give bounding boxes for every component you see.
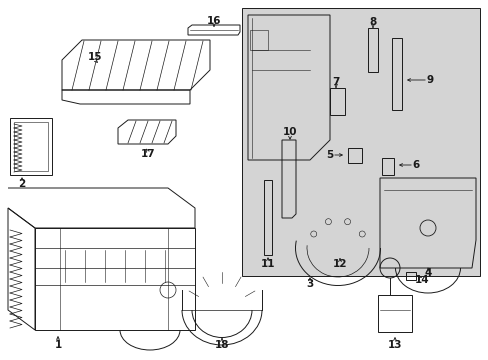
Text: 8: 8 [368,17,376,27]
Text: 2: 2 [19,179,25,189]
Text: 10: 10 [282,127,297,137]
Text: 18: 18 [214,340,229,350]
Text: 15: 15 [87,52,102,62]
Text: 16: 16 [206,16,221,26]
Text: 13: 13 [387,340,402,350]
Text: 17: 17 [141,149,155,159]
Text: 5: 5 [325,150,333,160]
Text: 6: 6 [411,160,419,170]
Text: 4: 4 [424,268,431,278]
Text: 1: 1 [54,340,61,350]
Text: 12: 12 [332,259,346,269]
Text: 9: 9 [426,75,433,85]
FancyBboxPatch shape [242,8,479,276]
Text: 7: 7 [332,77,339,87]
Text: 11: 11 [260,259,275,269]
Text: 14: 14 [414,275,428,285]
Text: 3: 3 [306,279,313,289]
